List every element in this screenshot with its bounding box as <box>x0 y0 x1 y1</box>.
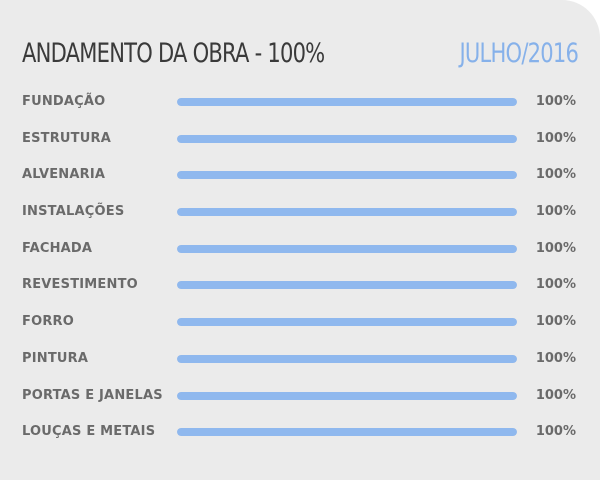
stage-label: PORTAS E JANELAS <box>22 387 163 403</box>
stage-label: LOUÇAS E METAIS <box>22 424 156 440</box>
progress-fill <box>177 244 517 253</box>
stage-percent: 100% <box>535 387 576 403</box>
stage-label: ESTRUTURA <box>22 130 111 146</box>
progress-track <box>177 354 517 363</box>
page-title: ANDAMENTO DA OBRA - 100% <box>22 38 325 69</box>
stage-row: REVESTIMENTO 100% <box>22 267 578 304</box>
stage-percent: 100% <box>535 94 576 109</box>
stage-list: FUNDAÇÃO 100% ESTRUTURA 100% ALVENARIA 1… <box>22 84 578 451</box>
progress-track <box>177 428 517 437</box>
stage-row: FUNDAÇÃO 100% <box>22 84 578 121</box>
progress-fill <box>177 318 517 327</box>
stage-percent: 100% <box>535 130 576 146</box>
stage-row: ESTRUTURA 100% <box>22 121 578 158</box>
progress-fill <box>177 134 517 143</box>
stage-label: FORRO <box>22 314 75 330</box>
progress-fill <box>177 354 517 363</box>
progress-fill <box>177 391 517 400</box>
stage-label: ALVENARIA <box>22 167 106 183</box>
stage-row: INSTALAÇÕES 100% <box>22 194 578 231</box>
progress-track <box>177 318 517 327</box>
progress-track <box>177 98 517 106</box>
progress-track <box>177 391 517 400</box>
stage-row: FACHADA 100% <box>22 231 578 268</box>
stage-percent: 100% <box>535 204 576 220</box>
progress-fill <box>177 171 517 180</box>
stage-row: ALVENARIA 100% <box>22 157 578 194</box>
progress-fill <box>177 281 517 290</box>
stage-percent: 100% <box>535 167 576 183</box>
stage-percent: 100% <box>535 424 576 440</box>
stage-label: FUNDAÇÃO <box>22 94 106 109</box>
progress-track <box>177 171 517 180</box>
progress-track <box>177 244 517 253</box>
stage-row: LOUÇAS E METAIS 100% <box>22 414 578 451</box>
stage-percent: 100% <box>535 277 576 293</box>
progress-track <box>177 208 517 217</box>
stage-row: FORRO 100% <box>22 304 578 341</box>
progress-fill <box>177 428 517 437</box>
stage-row: PINTURA 100% <box>22 341 578 378</box>
stage-percent: 100% <box>535 314 576 330</box>
stage-label: INSTALAÇÕES <box>22 204 125 220</box>
progress-fill <box>177 208 517 217</box>
report-date: JULHO/2016 <box>459 38 578 69</box>
stage-label: PINTURA <box>22 350 89 366</box>
card-header: ANDAMENTO DA OBRA - 100% JULHO/2016 <box>22 34 579 74</box>
progress-track <box>177 134 517 143</box>
stage-percent: 100% <box>535 350 576 366</box>
stage-row: PORTAS E JANELAS 100% <box>22 378 578 415</box>
progress-track <box>177 281 517 290</box>
stage-percent: 100% <box>535 240 576 256</box>
stage-label: FACHADA <box>22 240 93 256</box>
stage-label: REVESTIMENTO <box>22 277 138 293</box>
progress-fill <box>177 98 517 106</box>
